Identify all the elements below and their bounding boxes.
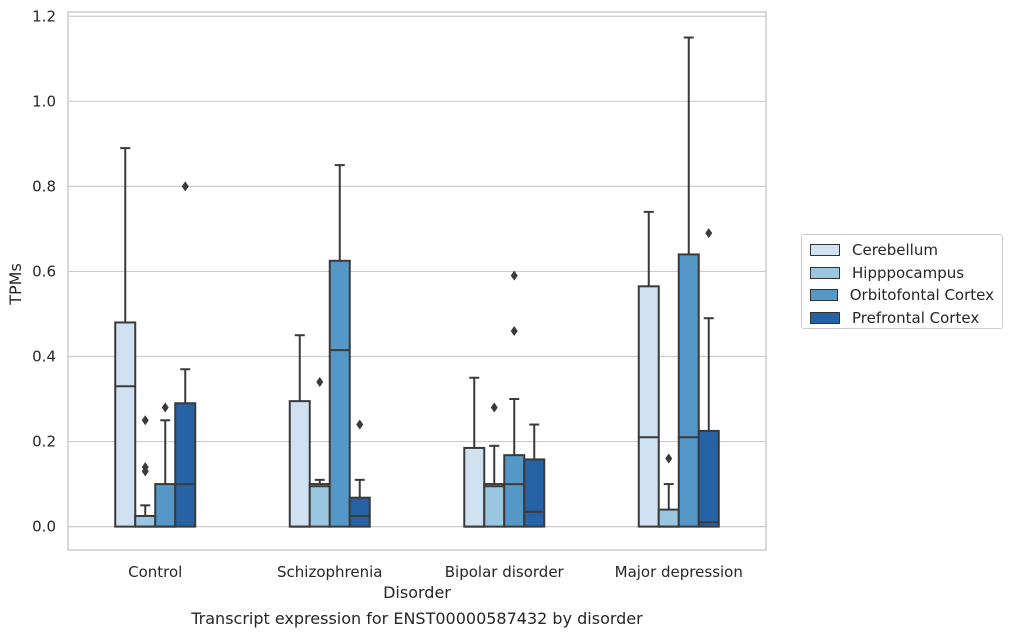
legend-label: Orbitofontal Cortex (849, 286, 994, 305)
y-axis-ticks: 0.0 0.2 0.4 0.6 0.8 1.0 1.2 (32, 7, 56, 535)
box (637, 285, 660, 528)
box (134, 514, 157, 528)
outlier-point (141, 415, 149, 426)
outlier-point (705, 228, 713, 239)
outlier-point (490, 402, 498, 413)
box (697, 429, 720, 528)
box-group (288, 164, 371, 528)
box-groups (114, 36, 720, 528)
legend-item: Prefrontal Cortex (810, 307, 994, 330)
plot-frame (67, 11, 767, 551)
legend: Cerebellum Hipppocampus Orbitofontal Corte… (801, 234, 1003, 329)
box-group (463, 270, 546, 528)
legend-label: Prefrontal Cortex (852, 308, 980, 327)
y-tick-label: 1.0 (32, 92, 56, 110)
box (657, 508, 680, 528)
x-tick-label: Control (128, 563, 182, 581)
outlier-point (181, 181, 189, 192)
box-group (114, 147, 197, 528)
x-tick-label: Major depression (615, 563, 743, 581)
y-tick-label: 0.6 (32, 262, 56, 280)
x-axis-ticks: Control Schizophrenia Bipolar disorder Majo… (128, 563, 743, 581)
outlier-point (141, 462, 149, 473)
box (114, 321, 137, 528)
legend-item: Hipppocampus (810, 262, 994, 285)
box (677, 253, 700, 528)
legend-swatch (810, 289, 838, 302)
box (463, 446, 486, 528)
box-group (637, 36, 720, 528)
box (503, 454, 526, 528)
legend-swatch (810, 244, 840, 257)
grid-lines (68, 15, 766, 528)
box (348, 496, 371, 528)
outlier-point (316, 377, 324, 388)
outlier-point (510, 325, 518, 336)
legend-swatch (810, 266, 840, 279)
legend-swatch (810, 311, 840, 324)
outlier-point (356, 419, 364, 430)
outlier-point (161, 402, 169, 413)
y-tick-label: 0.4 (32, 347, 56, 365)
y-tick-label: 0.2 (32, 433, 56, 451)
legend-label: Cerebellum (852, 241, 938, 260)
chart-caption: Transcript expression for ENST0000058743… (190, 609, 643, 628)
legend-item: Cerebellum (810, 239, 994, 262)
outlier-point (510, 270, 518, 281)
box (523, 458, 546, 528)
outlier-point (665, 453, 673, 464)
x-tick-label: Bipolar disorder (445, 563, 565, 581)
x-axis-label: Disorder (383, 583, 451, 602)
box (174, 402, 197, 528)
box (308, 483, 331, 528)
box (154, 483, 177, 528)
legend-label: Hipppocampus (852, 263, 965, 282)
x-tick-label: Schizophrenia (277, 563, 382, 581)
y-tick-label: 0.8 (32, 177, 56, 195)
box (483, 483, 506, 528)
y-tick-label: 0.0 (32, 518, 56, 536)
box (288, 400, 311, 528)
legend-item: Orbitofontal Cortex (810, 284, 994, 307)
y-tick-label: 1.2 (32, 7, 56, 25)
y-axis-label: TPMs (6, 263, 25, 306)
box (328, 259, 351, 528)
